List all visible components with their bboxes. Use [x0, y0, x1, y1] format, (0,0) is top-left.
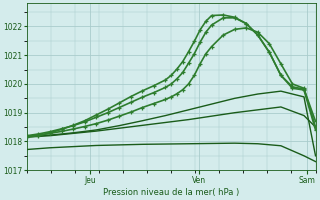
X-axis label: Pression niveau de la mer( hPa ): Pression niveau de la mer( hPa )	[103, 188, 239, 197]
